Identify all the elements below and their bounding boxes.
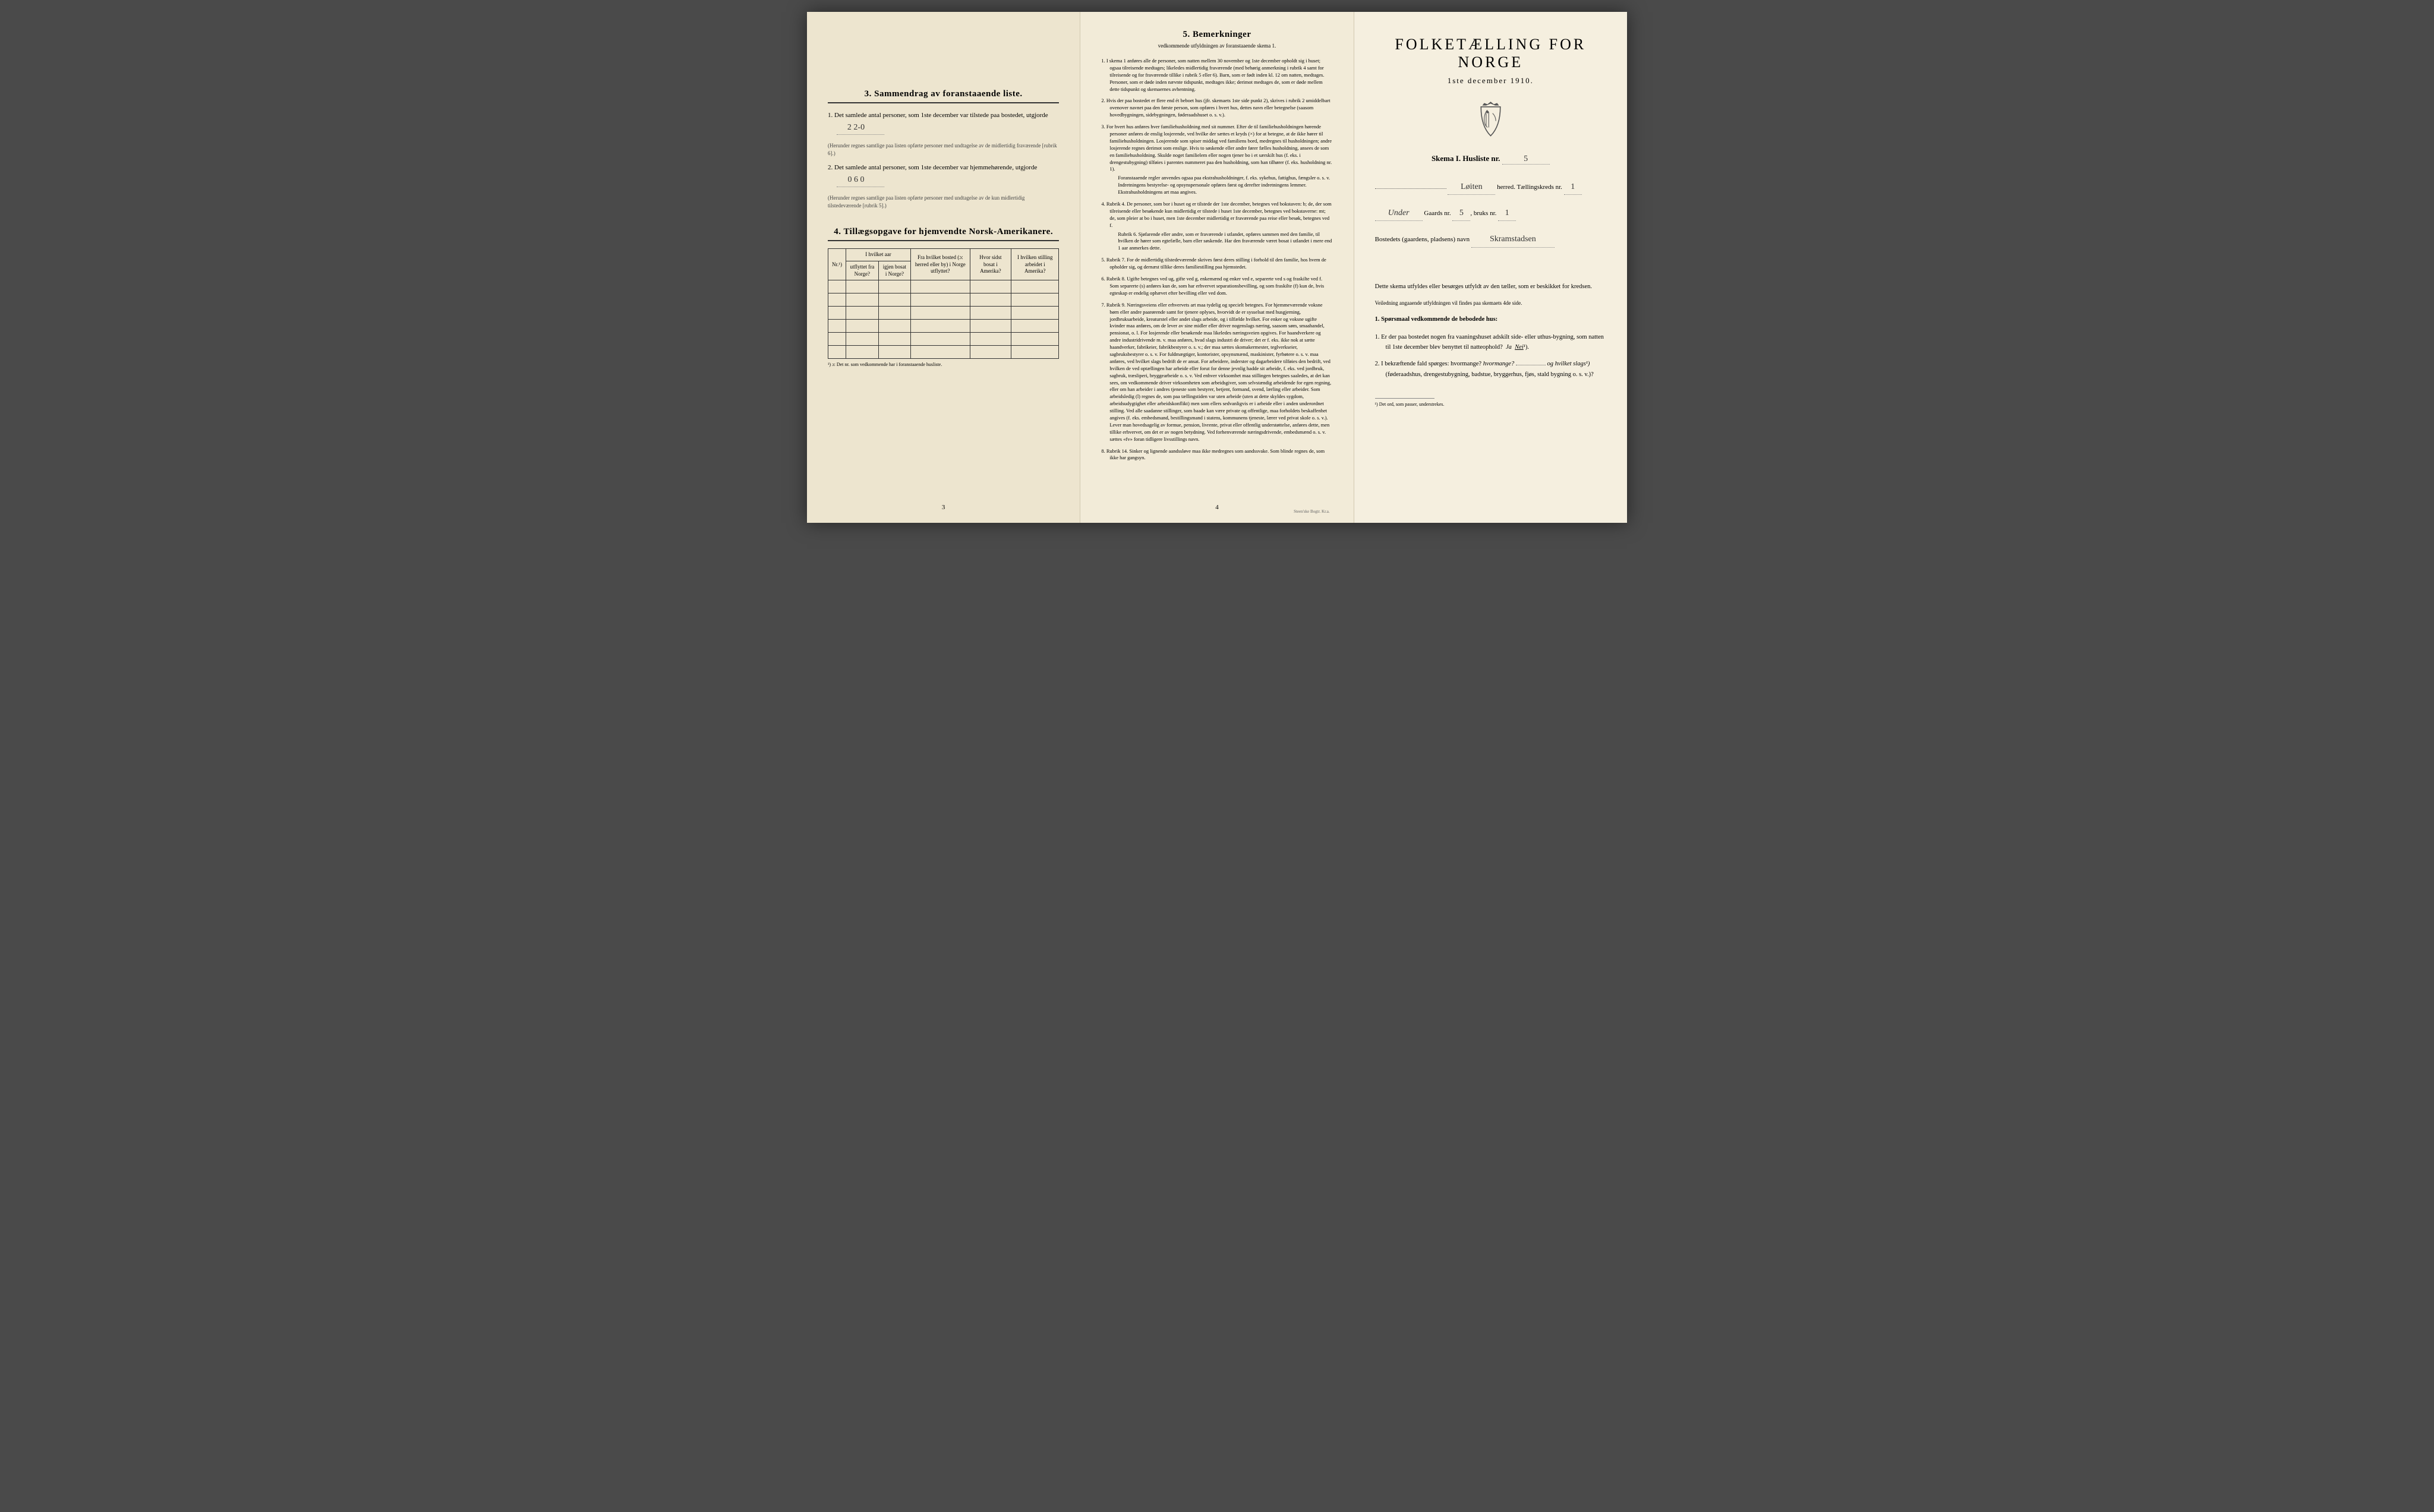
table-row [828,280,1059,293]
husliste-nr: 5 [1502,154,1550,165]
census-document: 3. Sammendrag av foranstaaende liste. 1.… [807,12,1627,523]
crest-icon [1474,100,1507,139]
bemerkning-item: 7. Rubrik 9. Næringsveiens eller erhverv… [1101,302,1332,443]
instructions-sub: Veiledning angaaende utfyldningen vil fi… [1375,299,1606,307]
th-col3: Fra hvilket bosted (ɔ: herred eller by) … [911,249,970,280]
item-1-note: (Herunder regnes samtlige paa listen opf… [828,142,1059,157]
tellingskreds-value: 1 [1564,179,1582,195]
page-3: 3. Sammendrag av foranstaaende liste. 1.… [807,12,1080,523]
bemerkning-item: 4. Rubrik 4. De personer, som bor i huse… [1101,201,1332,252]
right-footnote: ¹) Det ord, som passer, understrekes. [1375,402,1606,407]
bemerkning-item: 8. Rubrik 14. Sinker og lignende aandssl… [1101,448,1332,462]
th-col5: I hvilken stilling arbeidet i Amerika? [1011,249,1059,280]
question-header: 1. Spørsmaal vedkommende de bebodede hus… [1375,315,1606,325]
bemerkning-item: 6. Rubrik 8. Ugifte betegnes ved ug, gif… [1101,276,1332,297]
herred-value: Løiten [1448,179,1495,195]
th-col1: utflyttet fra Norge? [846,261,878,280]
item-2-note: (Herunder regnes samtlige paa listen opf… [828,194,1059,209]
instructions-p1: Dette skema utfyldes eller besørges utfy… [1375,282,1606,292]
bemerkninger-list: 1. I skema 1 anføres alle de personer, s… [1101,58,1332,462]
bemerkning-item: 3. For hvert hus anføres hver familiehus… [1101,124,1332,196]
skema-line: Skema I. Husliste nr. 5 [1375,154,1606,165]
bosted-line: Bostedets (gaardens, pladsens) navn Skra… [1375,232,1606,247]
printer-mark: Steen'ske Bogtr. Kr.a. [1294,509,1330,514]
herred-line: Løiten herred. Tællingskreds nr. 1 [1375,179,1606,195]
page-4: 5. Bemerkninger vedkommende utfyldningen… [1080,12,1354,523]
th-col4: Hvor sidst bosat i Amerika? [970,249,1011,280]
amerikanere-table: Nr.¹) I hvilket aar Fra hvilket bosted (… [828,248,1059,359]
coat-of-arms [1375,100,1606,142]
table-row [828,293,1059,307]
table-row [828,346,1059,359]
question-1: 1. Er der paa bostedet nogen fra vaaning… [1375,332,1606,353]
item-1: 1. Det samlede antal personer, som 1ste … [828,111,1059,135]
section-4-title: 4. Tillægsopgave for hjemvendte Norsk-Am… [828,227,1059,237]
gaards-line: Under Gaards nr. 5, bruks nr. 1 [1375,206,1606,221]
bosted-value: Skramstadsen [1471,232,1555,247]
question-2: 2. I bekræftende fald spørges: hvormange… [1375,359,1606,380]
section-3-title: 3. Sammendrag av foranstaaende liste. [828,89,1059,99]
th-col2: igjen bosat i Norge? [878,261,910,280]
th-aar: I hvilket aar [846,249,910,261]
gaards-value: 5 [1452,206,1470,221]
item-1-value: 2 2-0 [837,121,884,135]
subtitle: 1ste december 1910. [1375,76,1606,86]
table-row [828,320,1059,333]
table-row [828,333,1059,346]
table-row [828,307,1059,320]
bemerkning-item: 1. I skema 1 anføres alle de personer, s… [1101,58,1332,93]
nei-answer: Nei [1515,344,1524,351]
bemerkning-item: 5. Rubrik 7. For de midlertidig tilstede… [1101,257,1332,271]
page-1-cover: FOLKETÆLLING FOR NORGE 1ste december 191… [1354,12,1627,523]
section-4: 4. Tillægsopgave for hjemvendte Norsk-Am… [828,227,1059,367]
item-2-value: 0 6 0 [837,173,884,187]
table-footnote: ¹) ɔ: Det nr. som vedkommende har i fora… [828,362,1059,367]
section-5-sub: vedkommende utfyldningen av foranstaaend… [1101,43,1332,49]
page-number-4: 4 [1215,504,1219,511]
main-title: FOLKETÆLLING FOR NORGE [1375,36,1606,71]
item-2: 2. Det samlede antal personer, som 1ste … [828,163,1059,187]
th-nr: Nr.¹) [828,249,846,280]
bemerkning-item: 2. Hvis der paa bostedet er flere end ét… [1101,97,1332,119]
page-number-3: 3 [942,504,945,511]
bruks-value: 1 [1498,206,1516,221]
section-5-title: 5. Bemerkninger [1101,30,1332,40]
